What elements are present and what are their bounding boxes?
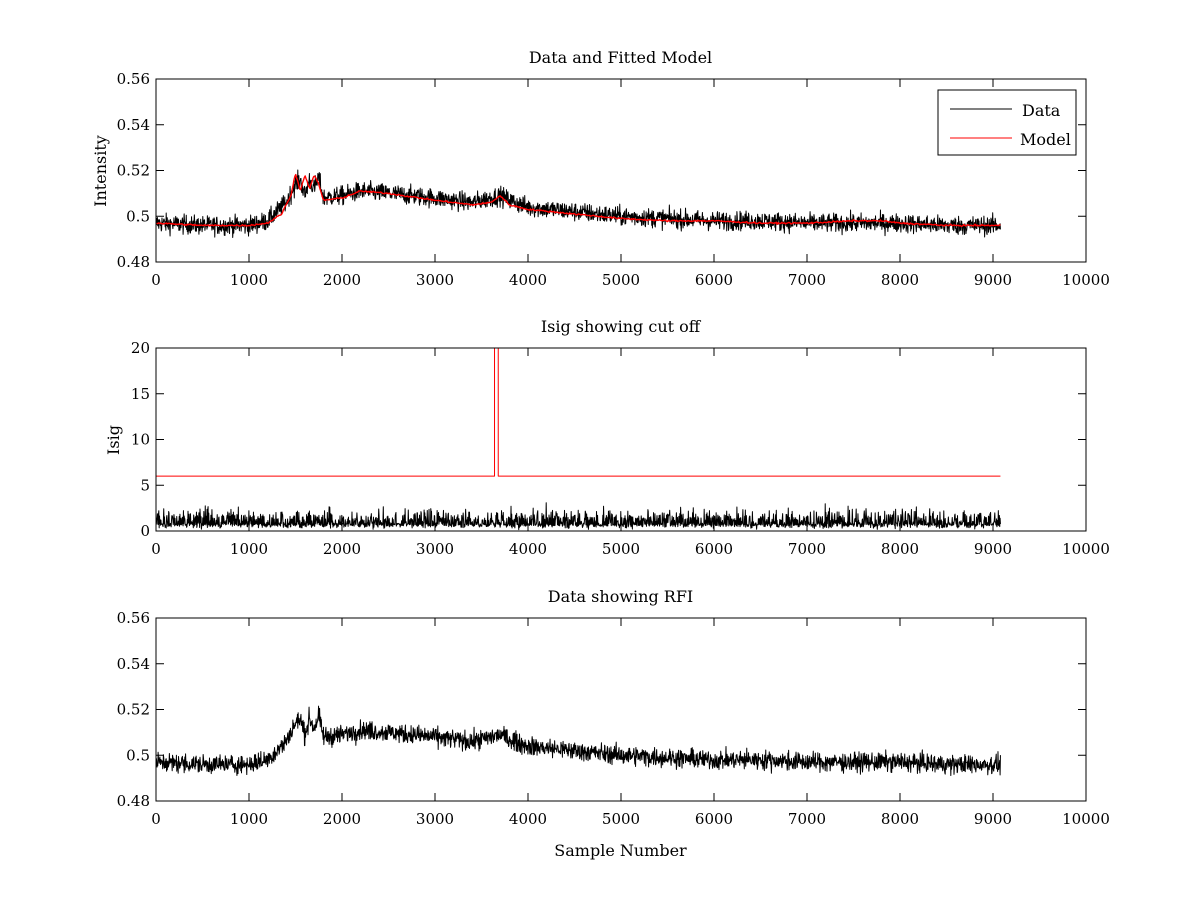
x-tick-label: 2000 (323, 540, 361, 558)
plot-lines (156, 169, 1001, 238)
plot-lines (156, 705, 1001, 777)
x-tick-label: 3000 (416, 810, 454, 828)
x-tick-label: 4000 (509, 271, 547, 289)
y-tick-label: 0.56 (117, 70, 150, 88)
x-tick-label: 7000 (788, 271, 826, 289)
plot-lines (156, 348, 1001, 531)
y-tick-label: 0.52 (117, 701, 150, 719)
x-tick-label: 0 (151, 540, 161, 558)
x-tick-label: 4000 (509, 540, 547, 558)
legend-label-model: Model (1020, 130, 1071, 149)
x-tick-label: 3000 (416, 271, 454, 289)
y-axis-label: Intensity (91, 135, 110, 207)
y-tick-label: 0.5 (126, 746, 150, 764)
y-tick-label: 0.48 (117, 253, 150, 271)
x-tick-label: 7000 (788, 540, 826, 558)
x-tick-label: 9000 (974, 271, 1012, 289)
x-tick-label: 8000 (881, 540, 919, 558)
plot-title: Data and Fitted Model (529, 48, 712, 67)
isig-cutoff-plot: Isig showing cut off Isig 0 1000 2000 3000 4… (104, 317, 1110, 558)
axis-ticks: 0 1000 2000 3000 4000 5000 6000 7000 8000 9000 100… (117, 70, 1110, 289)
x-tick-label: 7000 (788, 810, 826, 828)
x-tick-label: 0 (151, 810, 161, 828)
y-tick-label: 0.54 (117, 655, 150, 673)
legend-box (937, 89, 1077, 156)
x-tick-label: 6000 (695, 810, 733, 828)
y-tick-label: 5 (140, 476, 150, 494)
series-line-0 (156, 502, 1001, 531)
x-tick-label: 9000 (974, 540, 1012, 558)
x-tick-label: 1000 (230, 540, 268, 558)
x-tick-label: 4000 (509, 810, 547, 828)
y-tick-label: 0.52 (117, 162, 150, 180)
y-tick-label: 20 (131, 339, 150, 357)
axis-ticks: 0 1000 2000 3000 4000 5000 6000 7000 8000 9000 100… (117, 609, 1110, 828)
y-axis-label: Isig (104, 425, 123, 455)
y-tick-label: 15 (131, 385, 150, 403)
y-tick-label: 0.54 (117, 116, 150, 134)
x-axis-label: Sample Number (554, 841, 687, 860)
axis-ticks: 0 1000 2000 3000 4000 5000 6000 7000 8000 9000 100… (131, 339, 1110, 558)
x-tick-label: 5000 (602, 810, 640, 828)
x-tick-label: 3000 (416, 540, 454, 558)
x-tick-label: 8000 (881, 271, 919, 289)
series-line-model (156, 173, 1001, 227)
x-tick-label: 6000 (695, 271, 733, 289)
x-tick-label: 8000 (881, 810, 919, 828)
x-tick-label: 2000 (323, 810, 361, 828)
y-tick-label: 10 (131, 431, 150, 449)
x-tick-label: 5000 (602, 271, 640, 289)
x-tick-label: 10000 (1062, 540, 1110, 558)
plot-title: Isig showing cut off (541, 317, 702, 336)
y-tick-label: 0.48 (117, 792, 150, 810)
x-tick-label: 1000 (230, 271, 268, 289)
y-tick-label: 0 (140, 522, 150, 540)
x-tick-label: 10000 (1062, 271, 1110, 289)
y-tick-label: 0.56 (117, 609, 150, 627)
x-tick-label: 9000 (974, 810, 1012, 828)
series-line-0 (156, 705, 1001, 777)
x-tick-label: 10000 (1062, 810, 1110, 828)
intensity-model-plot: Data and Fitted Model Intensity 0 1000 200… (91, 48, 1110, 289)
legend: Data Model (937, 89, 1077, 156)
plot-title: Data showing RFI (548, 587, 693, 606)
x-tick-label: 0 (151, 271, 161, 289)
x-tick-label: 2000 (323, 271, 361, 289)
x-tick-label: 6000 (695, 540, 733, 558)
y-tick-label: 0.5 (126, 207, 150, 225)
x-tick-label: 1000 (230, 810, 268, 828)
legend-label-data: Data (1022, 101, 1061, 120)
x-tick-label: 5000 (602, 540, 640, 558)
rfi-data-plot: Data showing RFI 0 1000 2000 3000 4000 5000 60… (117, 587, 1110, 860)
series-line-1 (156, 348, 1001, 477)
